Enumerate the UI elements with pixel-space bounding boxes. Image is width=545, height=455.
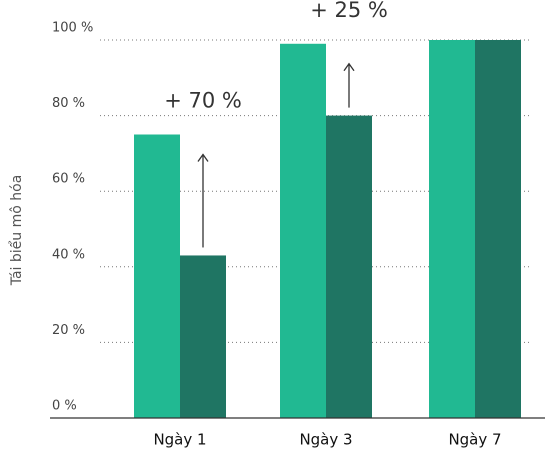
x-tick-label: Ngày 1: [153, 431, 206, 449]
x-tick-label: Ngày 3: [299, 431, 352, 449]
bar: [475, 40, 521, 418]
y-tick-label: 20 %: [52, 323, 85, 338]
bar: [134, 134, 180, 418]
bar: [180, 255, 226, 418]
bar: [280, 43, 326, 418]
arrow-head: [343, 62, 355, 72]
arrow-head: [197, 153, 209, 162]
annotation: + 70 %: [164, 89, 242, 113]
y-tick-label: 40 %: [52, 247, 85, 262]
y-tick-label: 100 %: [52, 21, 93, 36]
annotation: + 25 %: [310, 0, 388, 22]
y-tick-label: 80 %: [52, 96, 85, 111]
y-tick-label: 60 %: [52, 172, 85, 187]
y-axis-label: Tái biểu mô hóa: [8, 175, 25, 287]
bar: [326, 115, 372, 418]
y-tick-label: 0 %: [52, 399, 77, 414]
bar: [429, 40, 475, 418]
x-tick-label: Ngày 7: [448, 431, 501, 449]
